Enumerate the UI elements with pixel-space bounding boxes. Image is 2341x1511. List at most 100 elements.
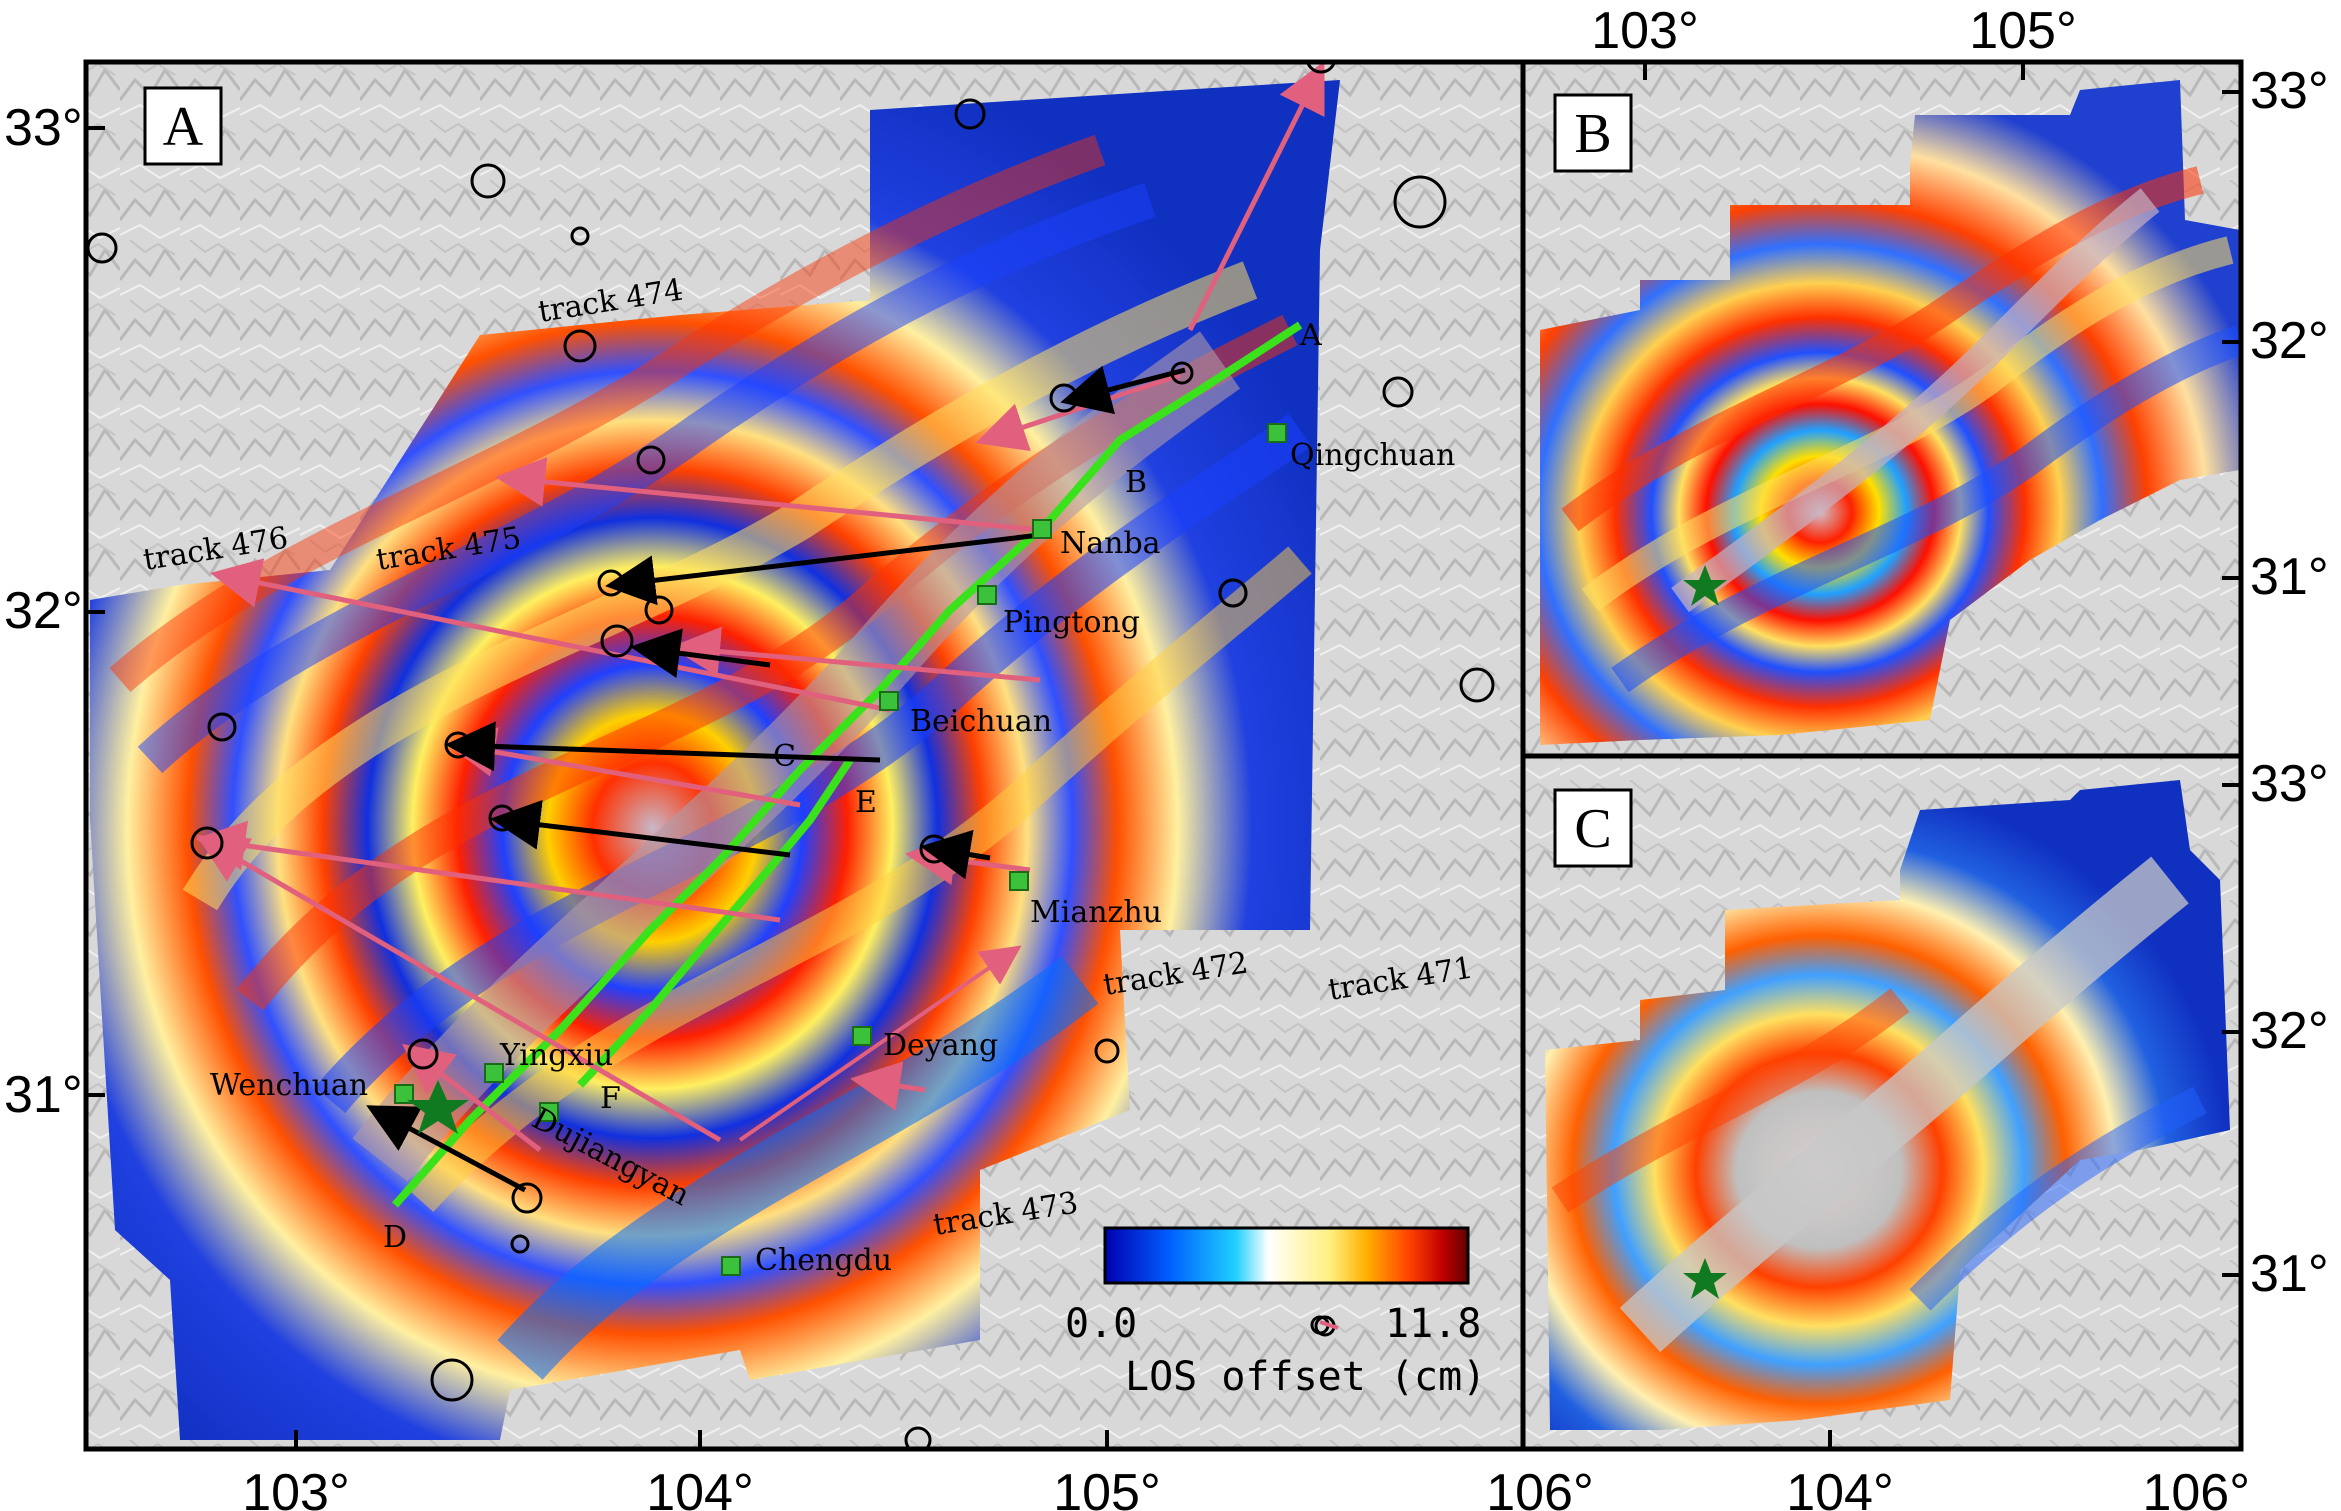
panel-a-letter-box [143,86,223,166]
right-tick-label-b: 32° [2250,312,2329,370]
panel-c-fringe-band [1551,988,1910,1213]
gps-station [1218,578,1248,608]
panel-c-letter: C [1574,798,1611,860]
panel-c-decorrelated-zone [1619,856,2189,1353]
panel-a-fringe-band [182,261,1258,911]
panel-b-fringe-band [1581,236,2234,612]
gps-station [407,1038,439,1070]
model-vector [366,1105,527,1193]
city-marker-mianzhu [1009,871,1029,891]
fault-point-e: E [855,785,877,820]
fault-point-c: C [773,739,796,774]
panel-a: track 474 track 476 track 475 track 472 … [86,62,1523,1449]
city-marker-chengdu [721,1256,741,1276]
panel-c: C [1523,756,2241,1449]
gps-station [190,826,224,860]
panel-a-fringe-band [314,413,1312,1113]
tick-marks [86,62,2243,1449]
gps-station [430,1358,474,1402]
city-label-beichuan: Beichuan [910,704,1052,739]
panel-b-letter-box [1553,93,1633,173]
panel-c-frame [1520,753,2244,1452]
gps-station [1170,361,1194,385]
model-vector [1060,365,1186,415]
colorbar-max-label: 11.8 [1385,1301,1481,1347]
panel-b-decorrelated-zone [1671,188,2160,613]
panel-c-fringe-band [1909,1086,2207,1311]
gps-vector [850,1061,926,1111]
epicenter-star [407,1080,469,1134]
bottom-tick-label: 105° [1053,1464,1161,1511]
city-label-pingtong: Pingtong [1003,605,1140,640]
bottom-tick-label: 104° [646,1464,754,1511]
city-label-chengdu: Chengdu [755,1243,892,1278]
panel-a-letter: A [163,96,204,158]
fault-point-f: F [600,1081,621,1116]
bottom-tick-label: 106° [1486,1464,1594,1511]
gps-station [1459,667,1495,703]
gps-station [904,1426,932,1449]
gps-station [470,163,506,199]
city-marker-dujiangyan [539,1102,559,1122]
bottom-tick-label: 104° [1786,1464,1894,1511]
model-vector [490,799,791,858]
panel-a-decorrelated-zone [352,331,1241,1182]
city-label-mianzhu: Mianzhu [1030,895,1162,930]
panel-b-epicenter-star [1683,565,1727,606]
gps-station [1393,175,1447,229]
city-label-nanba: Nanba [1060,526,1161,561]
city-marker-nanba [1032,519,1052,539]
left-tick-label: 32° [4,582,83,640]
gps-station [563,329,597,363]
city-label-deyang: Deyang [883,1028,998,1063]
panel-c-letter-box [1553,788,1633,868]
fault-point-d: D [383,1220,407,1255]
model-vector [445,721,881,772]
gps-station [597,569,625,597]
gps-vector [1187,62,1325,332]
city-marker-yingxiu [484,1063,504,1083]
fault-point-a: A [1299,318,1322,353]
bottom-tick-label: 106° [2142,1464,2250,1511]
colorbar-scale-arrow [1319,1320,1339,1330]
gps-vector [196,834,722,1143]
fault-point-b: B [1125,465,1147,500]
right-tick-label-b: 33° [2250,62,2329,120]
gps-station [488,804,516,832]
left-tick-label: 31° [4,1066,83,1124]
city-marker-qingchuan [1267,423,1287,443]
gps-vector [495,456,1041,533]
panel-b: B [1523,62,2241,756]
colorbar [1103,1226,1470,1285]
right-tick-label-c: 32° [2250,1002,2329,1060]
city-marker-pingtong [977,585,997,605]
gps-vector [738,945,1022,1142]
gps-station [1382,376,1414,408]
gps-station [600,624,634,658]
right-tick-label-c: 31° [2250,1245,2329,1303]
right-tick-label-b: 31° [2250,548,2329,606]
right-tick-label-c: 33° [2250,755,2329,813]
model-vector [920,829,991,880]
gps-station [1306,62,1336,74]
fault-trace-beichuan [392,321,1303,1208]
gps-station [954,98,986,130]
city-marker-wenchuan [394,1084,414,1104]
gps-vector [670,626,1041,683]
gps-station [644,595,674,625]
gps-station [510,1234,530,1254]
city-label-yingxiu: Yingxiu [499,1038,613,1073]
model-vector [630,628,771,678]
top-tick-label: 105° [1969,2,2077,60]
panel-a-fringe-band [109,134,1106,693]
gps-station [570,226,590,246]
panel-a-fringe-band [497,956,1099,1380]
gps-station [1094,1038,1120,1064]
gps-stations [86,62,1495,1449]
colorbar-min-label: 0.0 [1065,1301,1137,1347]
colorbar-title: LOS offset (cm) [1125,1354,1486,1400]
city-markers [394,423,1287,1276]
city-marker-deyang [852,1026,872,1046]
gps-vector [195,820,781,923]
